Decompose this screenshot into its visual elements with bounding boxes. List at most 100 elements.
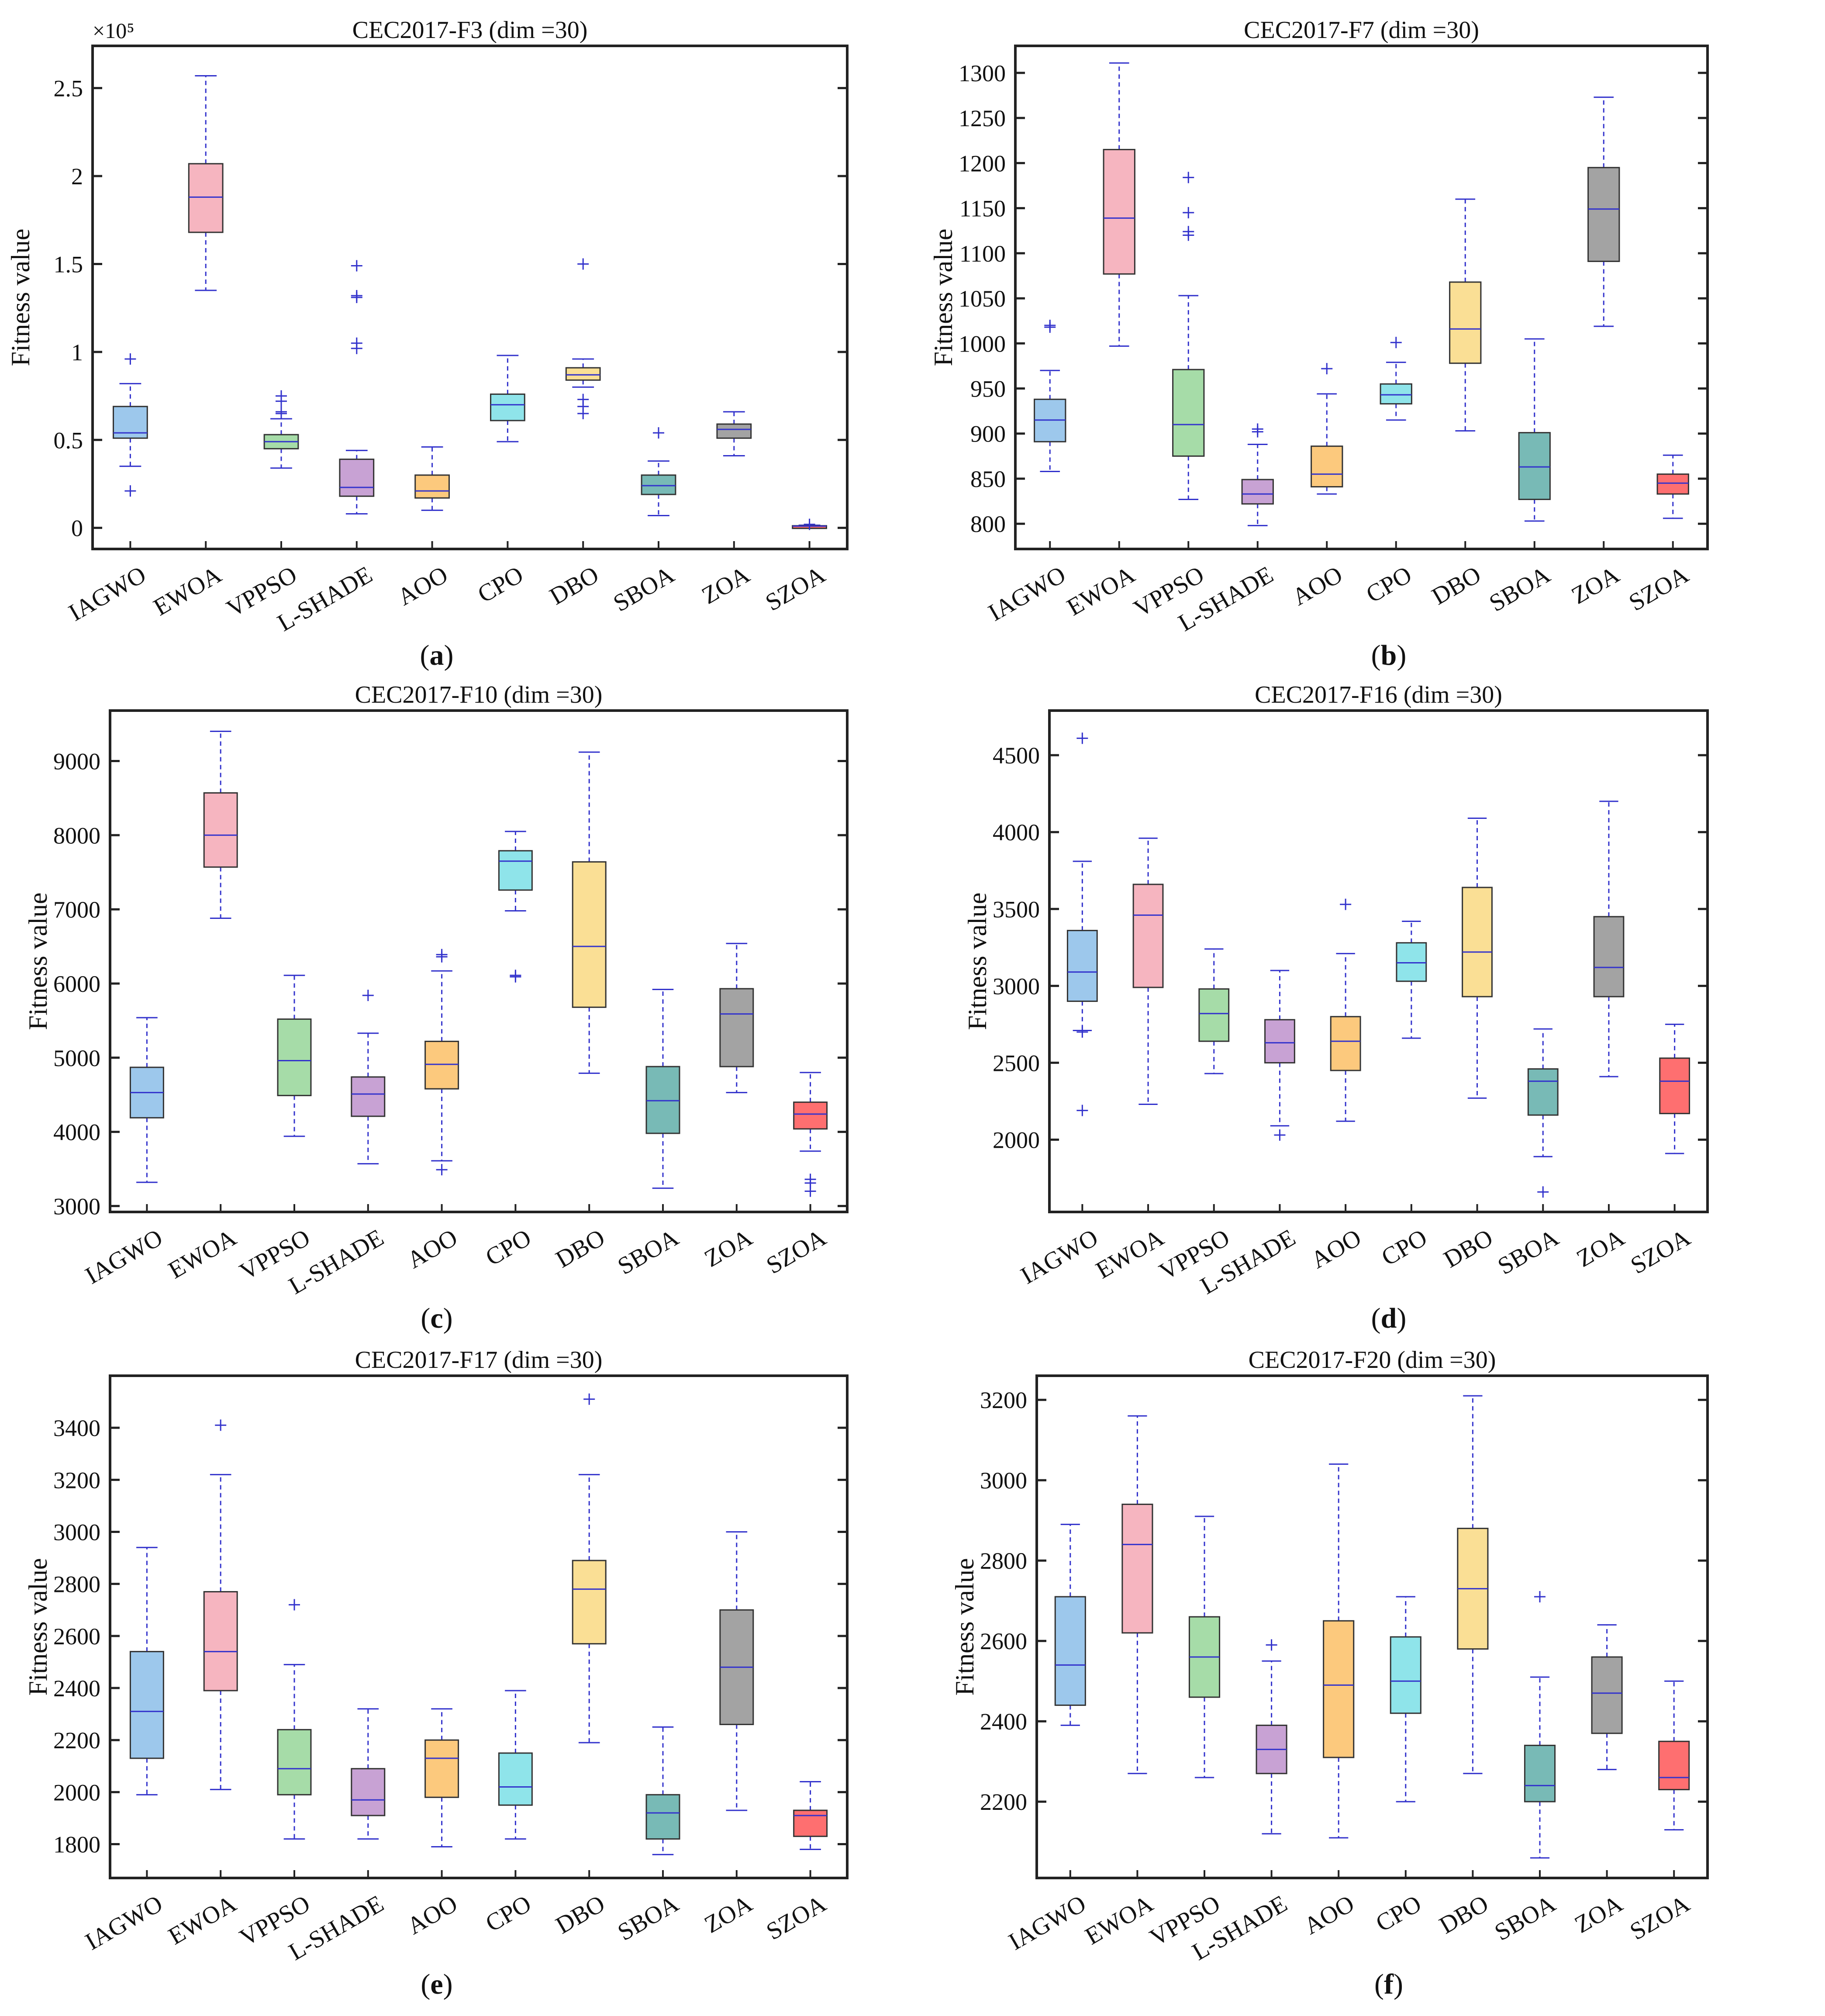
- outlier-marker: [1183, 229, 1194, 241]
- y-tick-label: 2.5: [54, 76, 83, 102]
- outlier-marker: [577, 258, 589, 270]
- x-tick-label: ZOA: [697, 561, 755, 610]
- y-tick-label: 3000: [53, 1519, 100, 1546]
- y-axis-label: Fitness value: [950, 1558, 979, 1696]
- x-tick-label: SZOA: [761, 561, 830, 616]
- x-tick-label: ZOA: [1570, 1890, 1627, 1939]
- x-tick-label: CPO: [1371, 1890, 1426, 1937]
- x-tick-label: SZOA: [1626, 1224, 1695, 1279]
- box-vppso: VPPSO: [235, 974, 315, 1285]
- x-tick-label: SZOA: [762, 1224, 831, 1279]
- x-tick-label: AOO: [403, 1890, 462, 1940]
- chart-title: CEC2017-F16 (dim =30): [1255, 681, 1502, 708]
- y-tick-label: 2500: [993, 1050, 1040, 1076]
- y-tick-label: 9000: [53, 748, 100, 774]
- iqr-box: [1323, 1620, 1355, 1758]
- outlier-marker: [1534, 1591, 1546, 1602]
- y-tick-label: 2800: [53, 1571, 100, 1598]
- box-zoa: ZOA: [1572, 801, 1629, 1273]
- box-ewoa: EWOA: [1063, 62, 1140, 621]
- outlier-marker: [436, 1164, 448, 1176]
- box-sboa: SBOA: [613, 1726, 683, 1946]
- y-tick-label: 1050: [959, 286, 1006, 312]
- x-tick-label: SBOA: [613, 1890, 683, 1946]
- box-aoo: AOO: [393, 446, 452, 611]
- plot-frame: [1048, 709, 1709, 1213]
- panel-label: (f): [1374, 1968, 1403, 2000]
- chart-title: CEC2017-F17 (dim =30): [355, 1346, 603, 1374]
- iqr-box: [1330, 1016, 1361, 1071]
- box-vppso: VPPSO: [1155, 948, 1234, 1285]
- outlier-marker: [276, 407, 287, 419]
- box-vppso: VPPSO: [1145, 1515, 1225, 1951]
- y-tick-label: 2800: [980, 1548, 1027, 1574]
- y-tick-label: 2600: [53, 1623, 100, 1650]
- y-tick-label: 3200: [980, 1387, 1027, 1413]
- x-tick-label: ZOA: [1567, 561, 1624, 610]
- iqr-box: [1198, 988, 1230, 1042]
- x-tick-label: IAGWO: [1004, 1890, 1090, 1956]
- y-tick-label: 5000: [53, 1045, 100, 1071]
- y-tick-label: 4500: [993, 742, 1040, 769]
- x-tick-label: DBO: [1427, 561, 1485, 611]
- x-tick-label: DBO: [551, 1224, 609, 1274]
- plot-frame: [91, 45, 849, 550]
- box-ewoa: EWOA: [1091, 837, 1169, 1284]
- y-axis-label: Fitness value: [24, 893, 52, 1030]
- x-tick-label: ZOA: [1572, 1224, 1629, 1273]
- y-tick-label: 1800: [53, 1832, 100, 1858]
- y-tick-label: 1150: [959, 196, 1006, 222]
- y-tick-label: 2200: [980, 1789, 1027, 1815]
- y-tick-label: 4000: [993, 819, 1040, 846]
- plot-frame: [1035, 1374, 1709, 1879]
- y-tick-label: 0.5: [54, 427, 83, 453]
- outlier-marker: [1076, 1026, 1088, 1038]
- x-tick-label: AOO: [403, 1224, 462, 1274]
- x-tick-label: AOO: [393, 561, 452, 611]
- iqr-box: [793, 1101, 828, 1130]
- outlier-marker: [362, 990, 374, 1001]
- box-zoa: ZOA: [1567, 97, 1624, 610]
- x-tick-label: CPO: [473, 561, 528, 608]
- outlier-marker: [276, 395, 287, 407]
- iqr-box: [1066, 930, 1098, 1002]
- iqr-box: [1172, 369, 1205, 457]
- x-tick-label: IAGWO: [81, 1224, 167, 1290]
- x-tick-label: CPO: [1362, 561, 1416, 608]
- iqr-box: [1591, 1656, 1623, 1734]
- panel-label: (d): [1371, 1302, 1407, 1334]
- box-aoo: AOO: [403, 949, 462, 1274]
- x-tick-label: DBO: [551, 1890, 609, 1940]
- y-tick-label: 850: [970, 466, 1006, 492]
- chart-panel-a: CEC2017-F3 (dim =30) 0 0.5 1 1.5 2 2.5 ×10⁵ Fitn…: [6, 17, 849, 671]
- chart-title: CEC2017-F10 (dim =30): [355, 681, 603, 708]
- y-tick-label: 1100: [959, 241, 1006, 267]
- outlier-marker: [351, 292, 362, 303]
- y-scale-label: ×10⁵: [93, 18, 135, 43]
- x-tick-label: CPO: [1377, 1224, 1432, 1271]
- box-vppso: VPPSO: [1129, 172, 1209, 622]
- y-tick-label: 2000: [993, 1127, 1040, 1153]
- iqr-box: [1241, 479, 1274, 505]
- box-dbo: DBO: [545, 258, 604, 610]
- iqr-box: [1658, 1740, 1690, 1791]
- y-tick-label: 1: [71, 339, 83, 366]
- iqr-box: [1462, 887, 1493, 998]
- x-tick-label: CPO: [481, 1224, 536, 1271]
- y-tick-label: 0: [71, 515, 83, 542]
- outlier-marker: [1340, 898, 1352, 910]
- box-sboa: SBOA: [613, 989, 683, 1280]
- y-tick-label: 3400: [53, 1415, 100, 1441]
- iqr-box: [339, 459, 375, 497]
- y-tick-label: 800: [970, 511, 1006, 537]
- box-iagwo: IAGWO: [1016, 732, 1103, 1290]
- box-vppso: VPPSO: [235, 1599, 315, 1951]
- box-ewoa: EWOA: [164, 731, 241, 1284]
- y-tick-label: 8000: [53, 822, 100, 849]
- iqr-box: [129, 1651, 164, 1759]
- iqr-box: [188, 163, 224, 233]
- x-tick-label: SBOA: [609, 561, 679, 617]
- panel-label: (a): [420, 639, 454, 671]
- chart-panel-b: CEC2017-F7 (dim =30) 800 850 900 950 1000 1050…: [929, 17, 1709, 671]
